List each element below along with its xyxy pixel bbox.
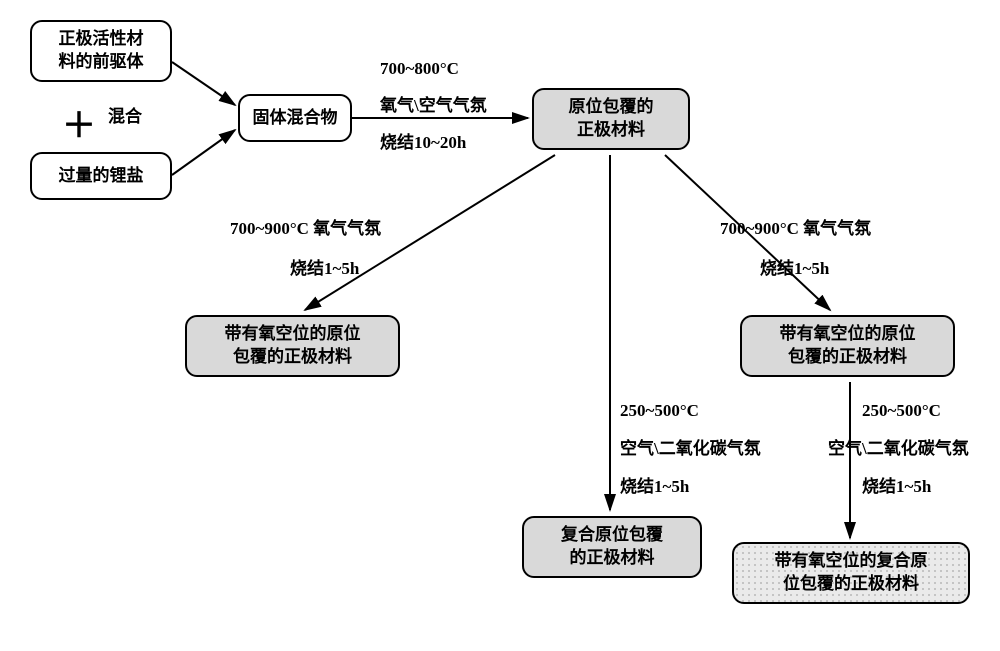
label-step1-2: 氧气\空气气氛 (380, 95, 487, 118)
node-line: 带有氧空位的原位 (780, 323, 916, 346)
label-mid-1: 250~500°C (620, 400, 699, 423)
node-lisalt: 过量的锂盐 (30, 152, 172, 200)
node-oxyvac-left: 带有氧空位的原位 包覆的正极材料 (185, 315, 400, 377)
flowchart-canvas: 正极活性材 料的前驱体 ＋ 混合 过量的锂盐 固体混合物 700~800°C 氧… (0, 0, 1000, 651)
node-line: 的正极材料 (561, 547, 663, 570)
node-line: 固体混合物 (253, 107, 338, 130)
node-line: 位包覆的正极材料 (775, 573, 928, 596)
node-solidmix: 固体混合物 (238, 94, 352, 142)
label-mix: 混合 (108, 106, 142, 129)
node-line: 原位包覆的 (569, 96, 654, 119)
node-line: 料的前驱体 (59, 51, 144, 74)
label-mid-2: 空气\二氧化碳气氛 (620, 438, 761, 461)
node-composite: 复合原位包覆 的正极材料 (522, 516, 702, 578)
label-step1-3: 烧结10~20h (380, 132, 466, 155)
label-left-2: 烧结1~5h (290, 258, 359, 281)
label-far-1: 250~500°C (862, 400, 941, 423)
label-left-1: 700~900°C 氧气气氛 (230, 218, 381, 241)
node-line: 过量的锂盐 (59, 165, 144, 188)
label-far-3: 烧结1~5h (862, 476, 931, 499)
plus-icon: ＋ (62, 98, 96, 147)
node-line: 正极材料 (569, 119, 654, 142)
node-line: 包覆的正极材料 (780, 346, 916, 369)
label-mid-3: 烧结1~5h (620, 476, 689, 499)
node-precursor: 正极活性材 料的前驱体 (30, 20, 172, 82)
node-oxyvac-right: 带有氧空位的原位 包覆的正极材料 (740, 315, 955, 377)
node-line: 正极活性材 (59, 28, 144, 51)
label-step1-1: 700~800°C (380, 58, 459, 81)
node-line: 包覆的正极材料 (225, 346, 361, 369)
node-line: 带有氧空位的复合原 (775, 550, 928, 573)
label-right-2: 烧结1~5h (760, 258, 829, 281)
node-final: 带有氧空位的复合原 位包覆的正极材料 (732, 542, 970, 604)
label-far-2: 空气\二氧化碳气氛 (828, 438, 969, 461)
node-line: 带有氧空位的原位 (225, 323, 361, 346)
node-insitu: 原位包覆的 正极材料 (532, 88, 690, 150)
label-right-1: 700~900°C 氧气气氛 (720, 218, 871, 241)
node-line: 复合原位包覆 (561, 524, 663, 547)
